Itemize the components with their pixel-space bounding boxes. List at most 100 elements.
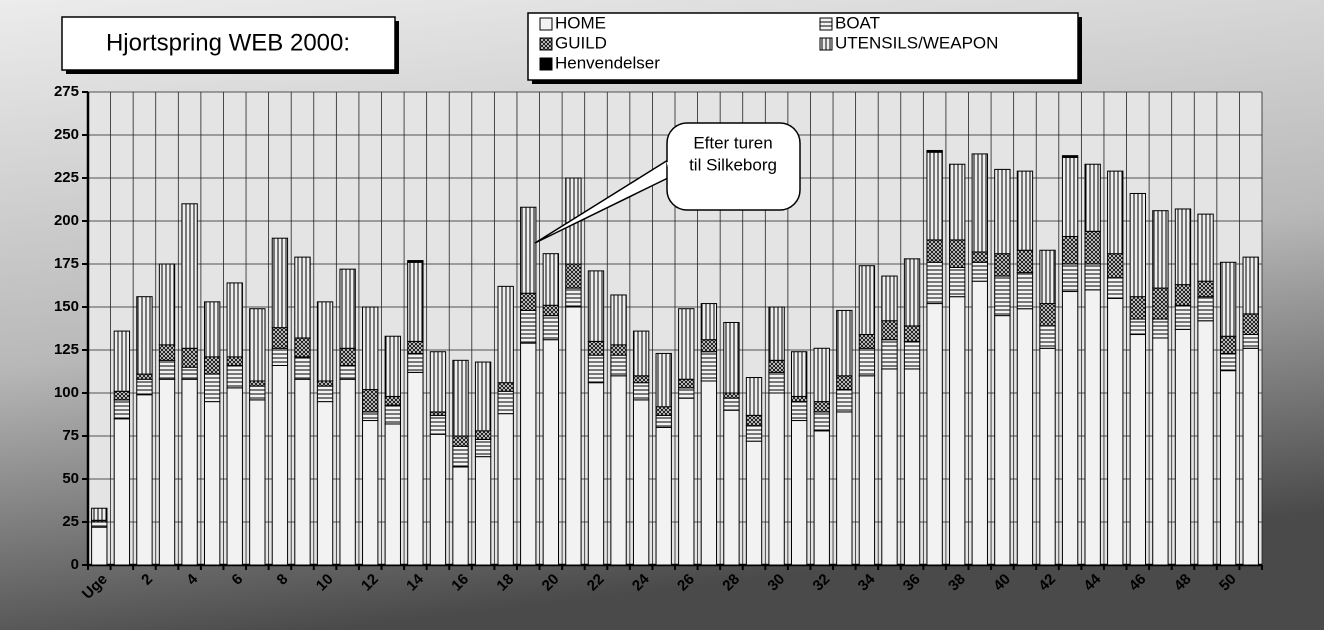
bar-segment xyxy=(949,239,966,268)
bar-segment xyxy=(339,347,356,366)
bar-segment xyxy=(1016,170,1034,251)
bar-segment xyxy=(745,377,763,416)
bar-segment xyxy=(655,414,672,428)
bar-segment xyxy=(632,382,650,401)
bar-segment xyxy=(339,378,356,566)
bar-segment xyxy=(497,382,514,392)
bar-segment xyxy=(1152,287,1169,320)
bar-segment xyxy=(813,411,830,432)
bar-segment xyxy=(678,378,695,389)
bar-segment xyxy=(1197,296,1214,322)
bar-segment xyxy=(926,261,943,305)
bar-segment xyxy=(813,401,830,413)
bar-segment xyxy=(316,301,334,382)
bar-segment xyxy=(1242,256,1259,315)
bar-segment xyxy=(994,168,1011,255)
bar-segment xyxy=(362,420,379,566)
bar-segment xyxy=(1107,253,1124,279)
bar-segment xyxy=(452,445,469,468)
bar-segment xyxy=(294,356,311,380)
chart-title: Hjortspring WEB 2000: xyxy=(106,29,350,56)
bar-segment xyxy=(790,351,808,397)
bar-segment xyxy=(655,406,672,416)
bar-segment xyxy=(520,309,537,344)
bar-segment xyxy=(497,413,514,566)
bar-segment xyxy=(1084,163,1101,232)
y-tick-label: 0 xyxy=(71,556,79,573)
bar-segment xyxy=(520,292,537,311)
bar-segment xyxy=(1107,170,1124,255)
bar-segment xyxy=(1197,280,1214,298)
bar-segment xyxy=(926,149,943,153)
bar-segment xyxy=(994,253,1011,277)
bar-segment xyxy=(1129,296,1147,320)
bar-segment xyxy=(1061,263,1079,293)
bar-segment xyxy=(723,392,740,399)
bar-segment xyxy=(1016,249,1034,274)
bar-segment xyxy=(632,330,650,377)
y-tick-label: 75 xyxy=(62,427,79,444)
legend-label: GUILD xyxy=(555,33,607,52)
bar-segment xyxy=(768,371,785,394)
bar-segment xyxy=(203,401,221,566)
bar-segment xyxy=(858,375,876,566)
bar-segment xyxy=(384,395,401,406)
bar-segment xyxy=(91,507,108,521)
bar-segment xyxy=(271,364,289,566)
bar-segment xyxy=(271,237,289,329)
bar-segment xyxy=(610,344,627,356)
y-tick-label: 225 xyxy=(54,169,79,186)
bar-segment xyxy=(1084,230,1101,265)
bar-segment xyxy=(565,306,582,566)
bar-segment xyxy=(723,321,740,394)
bar-segment xyxy=(813,430,830,566)
bar-segment xyxy=(836,389,853,413)
bar-segment xyxy=(790,395,808,403)
bar-segment xyxy=(1016,308,1034,566)
bar-segment xyxy=(903,258,921,327)
bar-segment xyxy=(249,385,266,401)
bar-segment xyxy=(362,411,379,422)
bar-segment xyxy=(362,306,379,391)
bar-segment xyxy=(158,359,176,380)
bar-segment xyxy=(971,280,988,566)
bar-segment xyxy=(294,337,311,358)
bar-segment xyxy=(203,301,221,358)
bar-segment xyxy=(678,308,695,380)
legend-label: Henvendelser xyxy=(555,53,660,72)
bar-segment xyxy=(407,352,424,373)
bar-segment xyxy=(520,206,537,294)
bar-segment xyxy=(474,456,492,566)
y-tick-label: 100 xyxy=(54,384,79,401)
bar-segment xyxy=(1061,235,1079,265)
bar-segment xyxy=(1174,328,1192,566)
bar-segment xyxy=(1219,370,1237,566)
bar-segment xyxy=(858,265,876,336)
bar-segment xyxy=(790,420,808,566)
bar-segment xyxy=(610,375,627,566)
bar-segment xyxy=(1016,272,1034,310)
bar-segment xyxy=(587,382,605,566)
bar-segment xyxy=(881,320,898,341)
legend-label: UTENSILS/WEAPON xyxy=(835,33,998,52)
bar-segment xyxy=(542,315,560,341)
bar-segment xyxy=(91,526,108,566)
bar-segment xyxy=(520,342,537,566)
bar-segment xyxy=(339,268,356,349)
bar-segment xyxy=(971,261,988,282)
bar-segment xyxy=(1174,304,1192,330)
bar-segment xyxy=(926,239,943,263)
bar-segment xyxy=(1174,284,1192,306)
bar-segment xyxy=(181,203,198,349)
callout-box xyxy=(666,122,801,211)
bar-segment xyxy=(271,347,289,366)
bar-segment xyxy=(858,334,876,349)
bar-segment xyxy=(113,399,131,420)
bar-segment xyxy=(542,339,560,566)
bar-segment xyxy=(203,373,221,403)
bar-segment xyxy=(745,414,763,427)
bar-segment xyxy=(768,359,785,373)
bar-segment xyxy=(249,399,266,566)
bar-segment xyxy=(587,340,605,356)
bar-segment xyxy=(610,294,627,346)
